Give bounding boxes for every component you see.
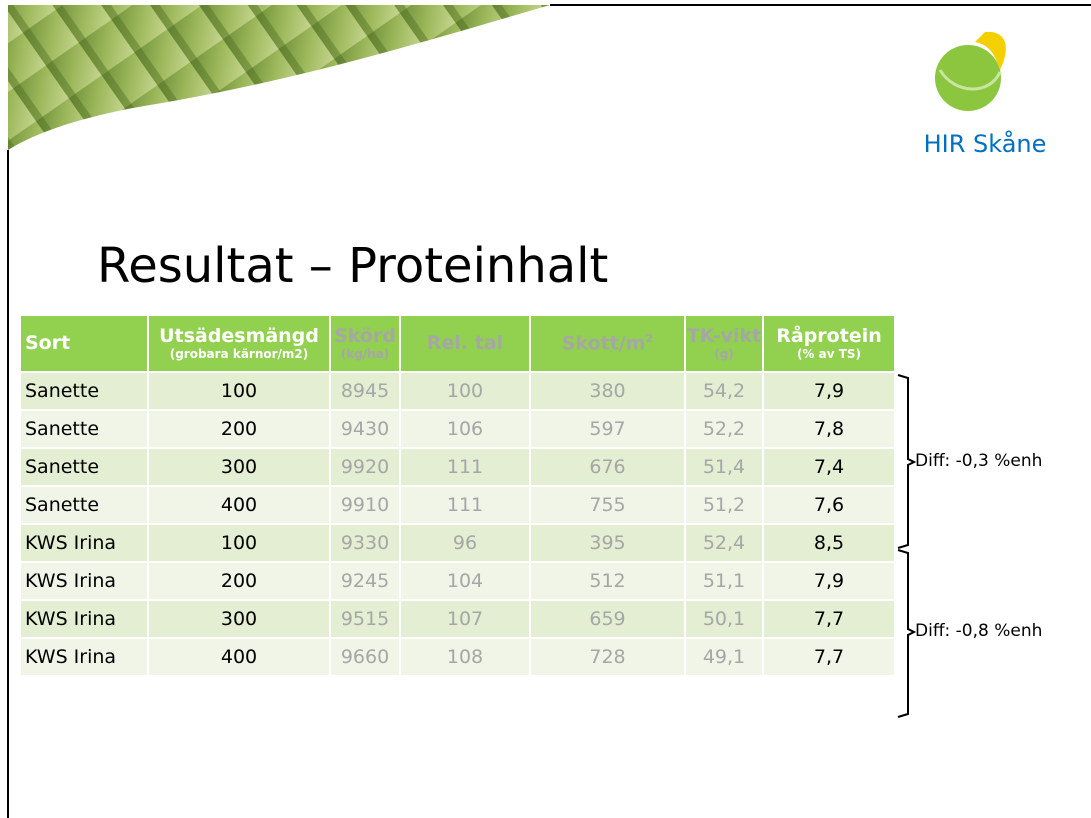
table-cell: 96	[400, 524, 530, 562]
table-cell: Sanette	[20, 486, 148, 524]
annotation: Diff: -0,8 %enh	[915, 621, 1043, 641]
header-sub: (g)	[714, 347, 734, 361]
logo-circle	[935, 45, 1001, 111]
table-cell: 728	[530, 638, 685, 676]
table-cell: 100	[148, 524, 330, 562]
header-title: Råprotein	[776, 325, 882, 347]
table-cell: 106	[400, 410, 530, 448]
header-title: Sort	[25, 332, 71, 354]
annotation: Diff: -0,3 %enh	[915, 451, 1043, 471]
header-cell: Skott/m2	[530, 315, 685, 372]
table-cell: 104	[400, 562, 530, 600]
header-cell: Råprotein (% av TS)	[763, 315, 895, 372]
table-cell: 111	[400, 486, 530, 524]
table-cell: 8945	[330, 372, 400, 410]
header-cell: Rel. tal	[400, 315, 530, 372]
table-cell: 395	[530, 524, 685, 562]
table-cell: 400	[148, 638, 330, 676]
table-cell: 7,9	[763, 562, 895, 600]
table-cell: 50,1	[685, 600, 763, 638]
table-cell: 9515	[330, 600, 400, 638]
bracket	[897, 549, 917, 718]
table-cell: 512	[530, 562, 685, 600]
logo-text: HIR Skåne	[924, 129, 1047, 158]
table-cell: 111	[400, 448, 530, 486]
table-cell: 108	[400, 638, 530, 676]
table-cell: 52,4	[685, 524, 763, 562]
table-cell: 200	[148, 410, 330, 448]
header-title: Utsädesmängd	[159, 325, 319, 347]
table-cell: 49,1	[685, 638, 763, 676]
header-title: TK-vikt	[686, 325, 762, 347]
header-sub: (% av TS)	[796, 347, 862, 361]
table-cell: KWS Irina	[20, 600, 148, 638]
header-sup: 2	[645, 332, 654, 346]
table-cell: 7,6	[763, 486, 895, 524]
table-cell: 300	[148, 600, 330, 638]
table-cell: 7,7	[763, 600, 895, 638]
table-cell: Sanette	[20, 448, 148, 486]
table-cell: 54,2	[685, 372, 763, 410]
table-cell: 51,1	[685, 562, 763, 600]
header-cell: Skörd (kg/ha)	[330, 315, 400, 372]
header-cell: TK-vikt (g)	[685, 315, 763, 372]
bracket	[897, 374, 917, 549]
table-cell: 7,7	[763, 638, 895, 676]
table-cell: 7,8	[763, 410, 895, 448]
table-cell: 676	[530, 448, 685, 486]
header-title: Skott/m2	[561, 332, 654, 355]
table-cell: Sanette	[20, 372, 148, 410]
header-cell: Sort	[20, 315, 148, 372]
table-cell: KWS Irina	[20, 638, 148, 676]
table-cell: 380	[530, 372, 685, 410]
table-cell: 9430	[330, 410, 400, 448]
table-cell: 200	[148, 562, 330, 600]
table-cell: 51,4	[685, 448, 763, 486]
header-sub: (grobara kärnor/m2)	[169, 347, 309, 361]
table-cell: 400	[148, 486, 330, 524]
header-sub: (kg/ha)	[340, 347, 390, 361]
table-cell: 9330	[330, 524, 400, 562]
slide-title: Resultat – Proteinhalt	[97, 238, 608, 294]
table-cell: 107	[400, 600, 530, 638]
table-cell: KWS Irina	[20, 524, 148, 562]
table-cell: 8,5	[763, 524, 895, 562]
header-cell: Utsädesmängd (grobara kärnor/m2)	[148, 315, 330, 372]
table-cell: 52,2	[685, 410, 763, 448]
header-title: Rel. tal	[426, 332, 504, 354]
table-cell: 659	[530, 600, 685, 638]
table-cell: 100	[148, 372, 330, 410]
table-cell: 100	[400, 372, 530, 410]
table-cell: 7,4	[763, 448, 895, 486]
table-cell: 300	[148, 448, 330, 486]
table-cell: 9245	[330, 562, 400, 600]
table-cell: KWS Irina	[20, 562, 148, 600]
table-cell: 755	[530, 486, 685, 524]
table-cell: 51,2	[685, 486, 763, 524]
table-cell: 597	[530, 410, 685, 448]
table-cell: 9910	[330, 486, 400, 524]
table-cell: 7,9	[763, 372, 895, 410]
logo-swoosh	[975, 31, 1006, 70]
table-cell: 9660	[330, 638, 400, 676]
header-title: Skörd	[334, 325, 396, 347]
table-cell: 9920	[330, 448, 400, 486]
field-image	[8, 5, 550, 150]
logo-arc	[938, 69, 1002, 91]
table-cell: Sanette	[20, 410, 148, 448]
